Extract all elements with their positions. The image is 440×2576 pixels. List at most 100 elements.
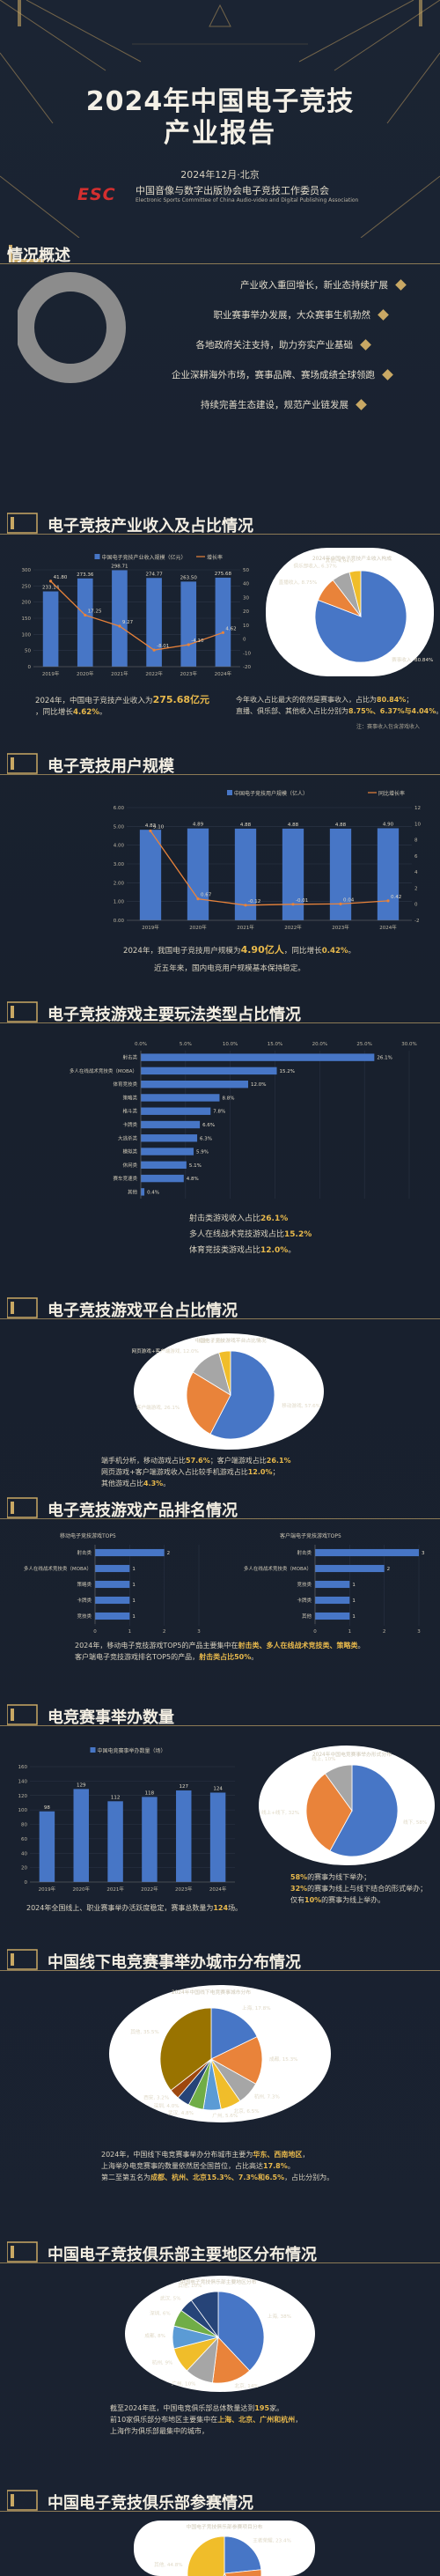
pie-slice [324,1764,353,1812]
pie-data-label: 广州, 10% [172,2380,195,2387]
growth-value-label: 4.62 [225,626,236,631]
y-tick-label: 140 [18,1779,28,1784]
y-tick-label: 100 [18,1808,28,1813]
x-tick-label: 2019年 [39,1886,56,1893]
pie-data-label: 深圳, 6% [150,2309,171,2316]
pie-data-label: 上海, 17.8% [242,2004,271,2011]
chart-title: 中国电子竞技游戏平台占比情况 [194,1337,266,1344]
pie-slice [159,2007,212,2092]
x-tick-label: 3 [197,1629,201,1635]
x-tick-label: 2022年 [145,670,163,677]
bar-value-label: 2 [167,1551,171,1556]
caption-text: 的赛事为线下举办； [307,1873,371,1881]
category-label: 其他 [302,1613,312,1620]
caption-text: 射击类游戏收入占比 [189,1214,261,1223]
bar [180,581,197,667]
pie-data-label: 王者荣耀, 23.4% [253,2536,291,2543]
bar [141,1161,187,1170]
organization-block: ESC 中国音像与数字出版协会电子竞技工作委员会 Electronic Spor… [77,181,394,211]
bar-value-label: 7.8% [213,1110,225,1115]
caption-line: 截至2024年底，中国电竞俱乐部总体数量达到195家。 [110,2403,283,2414]
growth-value-label: 41.80 [54,575,68,580]
category-label: 其他 [128,1188,138,1195]
esc-logo: ESC [77,185,116,204]
highlight-value: 58% [290,1873,308,1881]
caption-text: 前10家俱乐部分布地区主要集中在 [110,2416,218,2424]
caption-line: 射击类游戏收入占比26.1% [189,1214,288,1225]
x-tick-label: 2023年 [180,670,198,677]
bar [112,570,128,667]
bar [73,1789,89,1882]
caption-line: 仅有10%的赛事为线上举办。 [290,1894,385,1906]
x-tick-label: 2024年 [379,924,397,931]
x-tick-label: 1 [128,1629,132,1635]
bar-value-label: 1 [132,1598,136,1604]
caption-text: ，占比分别为 [284,2174,327,2181]
bar-value-label: 263.50 [180,575,198,580]
pie-slice [224,2535,262,2574]
diamond-icon [360,339,371,351]
category-label: 多人在线战术竞技类（MOBA） [24,1565,92,1572]
pie-slice [329,1764,399,1857]
caption-text: 第二至第五名为 [101,2174,150,2181]
category-label: 赛车竞速类 [113,1175,137,1182]
pie-data-label: 成都, 15.3% [269,2056,298,2063]
y2-tick-label: 12 [414,806,421,811]
section-title: 电竞赛事举办数量 [48,1709,174,1727]
bar [95,1596,130,1605]
pie-data-label: 武汉, 5% [160,2295,181,2302]
y-tick-label: 4.00 [114,844,125,849]
y2-tick-label: 6 [414,854,418,860]
bar-value-label: 1 [132,1614,136,1620]
bar [315,1548,419,1557]
category-label: 大逃杀类 [118,1134,138,1141]
growth-point [84,613,87,617]
section-header-events: 电竞赛事举办数量 [0,1698,440,1733]
pie-slice [210,2036,263,2085]
pie-data-label: 其他, 35.5% [130,2028,159,2035]
bar-value-label: 1 [352,1598,356,1604]
bar [141,1134,198,1142]
category-label: 卡牌类 [77,1597,92,1604]
bar-value-label: 124 [213,1786,223,1791]
caption-text: ；客户端游戏占比 [209,1457,267,1465]
y2-tick-label: -2 [414,919,419,924]
category-label: 模拟类 [122,1148,137,1155]
y2-tick-label: -20 [243,665,251,670]
bar-value-label: 112 [111,1795,121,1800]
bar [315,1564,385,1573]
bar [141,1174,184,1183]
caption-line: 前10家俱乐部分布地区主要集中在上海、北京、广州和杭州， [110,2414,302,2425]
y2-tick-label: 50 [243,568,249,573]
caption-text: 多人在线战术竞技游戏占比 [189,1230,285,1239]
org-name-cn: 中国音像与数字出版协会电子竞技工作委员会 [136,185,329,196]
chart-title: 中国电子竞技俱乐部参赛项目分布 [187,2523,263,2530]
report-title-line1: 2024年中国电子竞技 [85,86,355,117]
section-title: 电子竞技游戏产品排名情况 [48,1502,238,1520]
category-label: 休闲类 [122,1162,137,1169]
overview-item: 各地政府关注支持，助力夯实产业基础 [196,338,371,354]
bar [95,1580,130,1589]
growth-line [50,580,224,651]
growth-point [48,579,53,583]
bar-value-label: 26.1% [377,1056,392,1061]
growth-point [187,643,190,646]
hero-decoration [0,0,440,238]
x-tick-label: 1 [348,1629,352,1635]
pie-data-label: 直播收入, 8.75% [279,579,318,586]
y-tick-label: 120 [18,1794,28,1799]
chart-title: 中国电竞赛事举办数量（场） [98,1747,166,1754]
bar-value-label: 274.77 [145,572,163,577]
section-header-users: 电子竞技用户规模 [0,747,440,782]
y-tick-label: 80 [21,1823,27,1828]
game-type-bar-chart: 0.0% 5.0% 10.0% 15.0% 20.0% 25.0% 30.0% 射击类 26.1… [70,1042,417,1199]
caption-line: 第二至第五名为成都、杭州、北京15.3%、7.3%和6.5%，占比分别为。 [101,2172,334,2183]
highlight-value: 成都、杭州、北京 [150,2174,207,2181]
section-header-revenue: 电子竞技产业收入及占比情况 [0,506,440,542]
caption-text: 。 [288,1246,297,1255]
x-tick-label: 30.0% [401,1042,416,1047]
bar [141,1067,277,1075]
section-header-platform: 电子竞技游戏平台占比情况 [0,1291,440,1326]
